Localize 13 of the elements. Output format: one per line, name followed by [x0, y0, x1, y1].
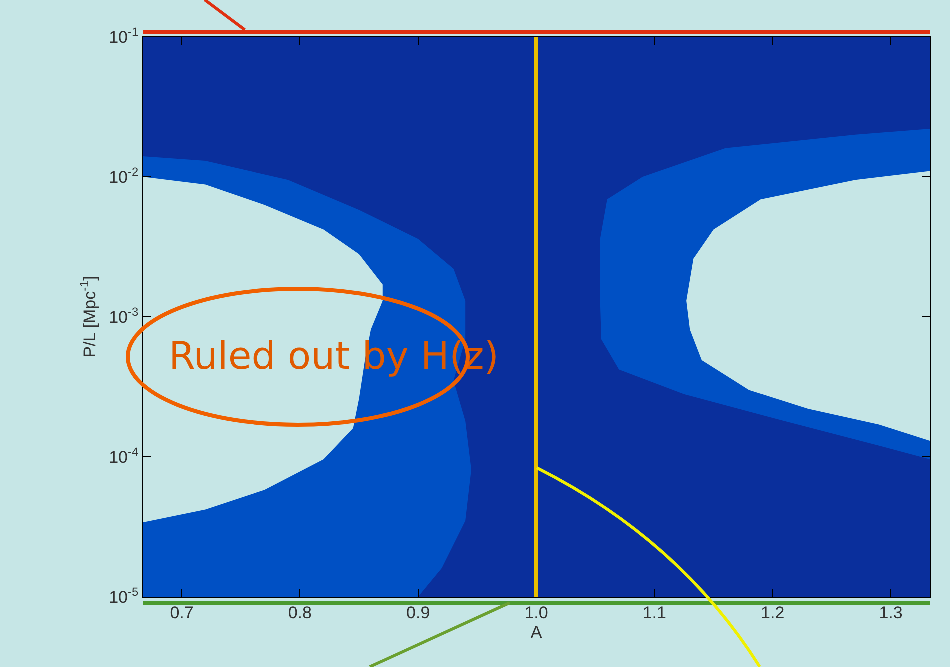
x-tick-label: 0.9	[406, 603, 430, 622]
x-tick-label: 0.7	[170, 603, 194, 622]
x-tick-label: 0.8	[288, 603, 312, 622]
y-tick-label: 10$^{-2}$	[109, 164, 139, 187]
x-tick-label: 1.2	[761, 603, 785, 622]
y-tick-label: 10$^{-5}$	[109, 584, 139, 607]
x-tick-label: 1.1	[642, 603, 666, 622]
y-tick-label: 10$^{-3}$	[109, 304, 139, 327]
x-axis-title: A	[530, 622, 543, 642]
y-tick-label: 10$^{-4}$	[109, 444, 139, 467]
y-tick-label: 10$^{-1}$	[109, 24, 139, 47]
x-tick-label: 1.3	[879, 603, 903, 622]
x-tick-label: 1.0	[524, 603, 548, 622]
